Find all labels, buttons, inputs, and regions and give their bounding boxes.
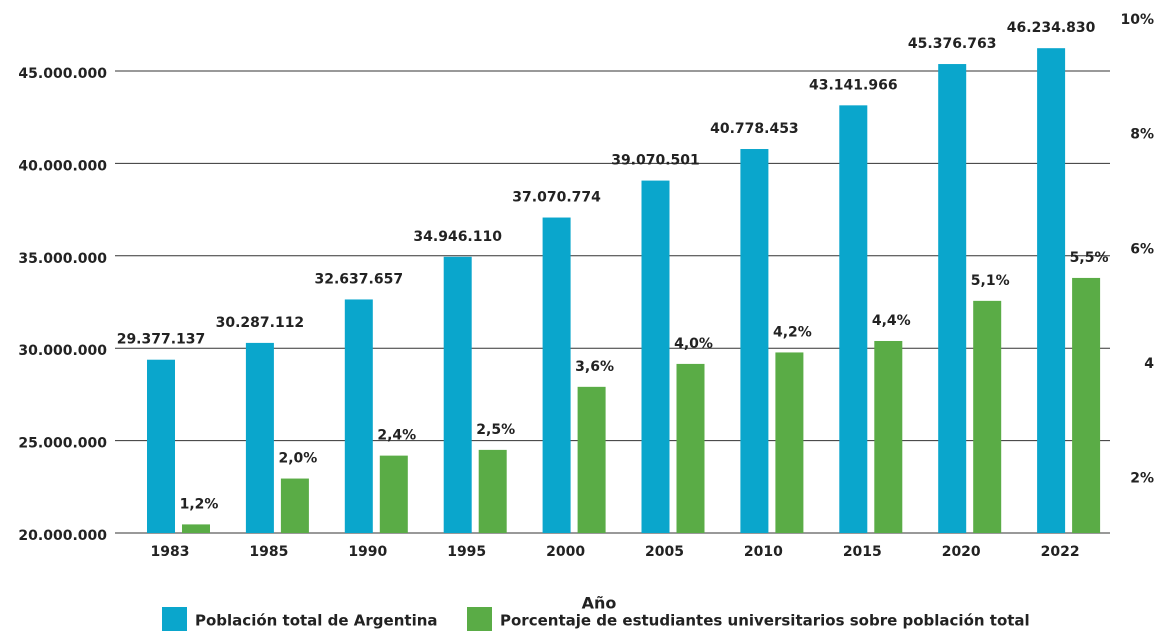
bar (344, 299, 373, 533)
bar (280, 478, 309, 533)
value-label: 5,1% (971, 273, 1010, 289)
bar (147, 359, 175, 533)
value-label: 2,5% (476, 422, 515, 438)
bar (245, 342, 274, 533)
y-tick-label: 25.000.000 (18, 436, 107, 452)
bar (775, 352, 804, 533)
y2-tick-label: 2% (1130, 471, 1154, 487)
value-label: 2,4% (377, 428, 416, 444)
legend-swatch (162, 607, 187, 632)
bar (443, 256, 472, 533)
bar (379, 455, 408, 533)
x-tick-label: 2010 (744, 544, 783, 560)
bar (676, 363, 705, 533)
value-label: 45.376.763 (908, 36, 997, 52)
bar (478, 449, 507, 533)
bar (938, 64, 967, 533)
x-tick-label: 1990 (348, 544, 387, 560)
value-label: 30.287.112 (216, 315, 305, 331)
bar (182, 524, 210, 533)
y-tick-label: 45.000.000 (18, 66, 107, 82)
y2-tick-label: 4 (1144, 356, 1154, 372)
value-label: 39.070.501 (611, 153, 700, 169)
legend-label: Población total de Argentina (195, 612, 438, 630)
x-tick-label: 2000 (546, 544, 585, 560)
value-label: 34.946.110 (413, 229, 502, 245)
legend-swatch (467, 607, 492, 632)
bar (1072, 277, 1101, 533)
bar (740, 149, 769, 534)
y2-tick-label: 8% (1130, 127, 1154, 143)
y-tick-label: 20.000.000 (18, 528, 107, 544)
value-label: 3,6% (575, 359, 614, 375)
x-tick-label: 1995 (447, 544, 486, 560)
x-tick-label: 2020 (942, 544, 981, 560)
value-label: 4,4% (872, 313, 911, 329)
value-label: 29.377.137 (117, 332, 206, 348)
value-label: 5,5% (1070, 250, 1109, 266)
x-tick-label: 2005 (645, 544, 684, 560)
x-tick-label: 1985 (249, 544, 288, 560)
y2-tick-label: 10% (1120, 12, 1154, 28)
value-label: 43.141.966 (809, 77, 898, 93)
bar (1037, 48, 1066, 534)
bar (577, 386, 606, 533)
value-label: 37.070.774 (512, 190, 601, 206)
bar (973, 300, 1002, 533)
bar (542, 217, 571, 534)
y-tick-label: 30.000.000 (18, 343, 107, 359)
value-label: 4,0% (674, 336, 713, 352)
value-label: 1,2% (180, 496, 219, 512)
value-label: 40.778.453 (710, 121, 799, 137)
x-tick-label: 2022 (1041, 544, 1080, 560)
x-tick-label: 2015 (843, 544, 882, 560)
x-axis-title: Año (582, 594, 617, 613)
value-label: 2,0% (278, 451, 317, 467)
y2-tick-label: 6% (1130, 241, 1154, 257)
y-tick-label: 40.000.000 (18, 158, 107, 174)
value-label: 46.234.830 (1007, 20, 1096, 36)
bar (874, 340, 903, 533)
value-label: 32.637.657 (315, 271, 404, 287)
legend-label: Porcentaje de estudiantes universitarios… (500, 612, 1030, 630)
value-label: 4,2% (773, 324, 812, 340)
y-tick-label: 35.000.000 (18, 251, 107, 267)
bar (839, 105, 868, 534)
bar (641, 180, 670, 533)
x-tick-label: 1983 (151, 544, 190, 560)
